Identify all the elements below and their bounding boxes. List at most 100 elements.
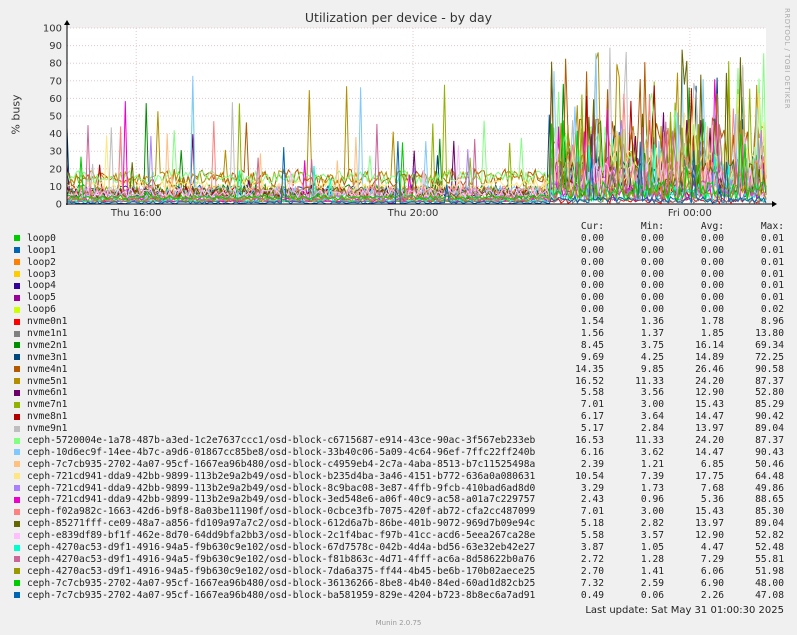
legend-avg-value: 15.43 [695, 506, 724, 518]
y-tick-label: 40 [49, 129, 62, 140]
legend-cur-value: 5.58 [580, 387, 604, 399]
legend-label: nvme1n1 [27, 328, 68, 340]
legend-rows: loop0 0.00 0.00 0.00 0.01 loop1 0.00 0.00 0.00 0.… [12, 233, 784, 602]
col-cur: Cur: [580, 221, 604, 232]
legend-item: nvme4n1 14.35 9.85 26.46 90.58 [12, 364, 784, 376]
legend-avg-value: 14.47 [695, 411, 724, 423]
legend-item: loop6 0.00 0.00 0.00 0.02 [12, 304, 784, 316]
legend-item: ceph-7c7cb935-2702-4a07-95cf-1667ea96b48… [12, 578, 784, 590]
series-line [66, 121, 767, 204]
legend-swatch [14, 425, 20, 432]
legend-swatch [14, 461, 20, 468]
legend-cur-value: 16.53 [575, 435, 604, 447]
legend-avg-value: 4.47 [700, 542, 724, 554]
legend-max-value: 8.96 [760, 316, 784, 328]
legend-label: ceph-7c7cb935-2702-4a07-95cf-1667ea96b48… [27, 589, 536, 601]
series-line [66, 141, 767, 205]
legend-swatch [14, 342, 20, 349]
legend-cur-value: 0.00 [580, 292, 604, 304]
legend-swatch [14, 378, 20, 385]
legend-item: ceph-f02a982c-1663-42d6-b9f8-8a03be11190… [12, 506, 784, 518]
legend-item: ceph-85271fff-ce09-48a7-a856-fd109a97a7c… [12, 518, 784, 530]
legend-min-value: 7.39 [640, 470, 664, 482]
legend-avg-value: 14.47 [695, 446, 724, 458]
legend-min-value: 0.00 [640, 304, 664, 316]
legend-swatch [14, 592, 20, 599]
legend-item: nvme3n1 9.69 4.25 14.89 72.25 [12, 352, 784, 364]
legend-avg-value: 15.43 [695, 399, 724, 411]
legend-cur-value: 6.16 [580, 446, 604, 458]
legend-swatch [14, 330, 20, 337]
legend-cur-value: 7.01 [580, 399, 604, 411]
legend-cur-value: 7.01 [580, 506, 604, 518]
legend-item: loop1 0.00 0.00 0.00 0.01 [12, 245, 784, 257]
legend-avg-value: 12.90 [695, 387, 724, 399]
legend-max-value: 0.01 [760, 244, 784, 256]
legend-swatch [14, 389, 20, 396]
legend-max-value: 13.80 [755, 328, 784, 340]
legend-label: nvme6n1 [27, 387, 68, 399]
legend-avg-value: 1.78 [700, 316, 724, 328]
legend-max-value: 90.58 [755, 363, 784, 375]
legend-label: nvme8n1 [27, 411, 68, 423]
legend-cur-value: 7.32 [580, 577, 604, 589]
legend-max-value: 48.00 [755, 577, 784, 589]
legend-swatch [14, 580, 20, 587]
legend-min-value: 0.00 [640, 292, 664, 304]
legend-max-value: 0.01 [760, 256, 784, 268]
y-axis-arrow [64, 20, 70, 25]
legend-min-value: 1.36 [640, 316, 664, 328]
x-axis-arrow [772, 201, 777, 207]
legend-item: nvme8n1 6.17 3.64 14.47 90.42 [12, 411, 784, 423]
y-tick-label: 50 [49, 112, 62, 123]
y-tick-labels: 0 10 20 30 40 50 60 70 80 90 100 [43, 24, 62, 211]
legend-cur-value: 5.18 [580, 518, 604, 530]
legend-min-value: 3.62 [640, 446, 664, 458]
legend-label: ceph-721cd941-dda9-42bb-9899-113b2e9a2b4… [27, 470, 536, 482]
legend-label: nvme7n1 [27, 399, 68, 411]
legend-label: ceph-4270ac53-d9f1-4916-94a5-f9b630c9e10… [27, 553, 536, 565]
legend-label: nvme9n1 [27, 423, 68, 435]
legend-min-value: 2.59 [640, 577, 664, 589]
legend-swatch [14, 544, 20, 551]
legend-cur-value: 9.69 [580, 351, 604, 363]
legend-label: loop5 [27, 292, 56, 304]
y-tick-label: 70 [49, 76, 62, 87]
legend-header: Cur: Min: Avg: Max: [12, 221, 784, 233]
y-tick-label: 100 [43, 24, 62, 35]
legend-item: nvme9n1 5.17 2.84 13.97 89.04 [12, 423, 784, 435]
legend-label: loop1 [27, 244, 56, 256]
col-min: Min: [640, 221, 664, 232]
legend-avg-value: 0.00 [700, 304, 724, 316]
legend-swatch [14, 318, 20, 325]
legend-cur-value: 2.43 [580, 494, 604, 506]
legend-max-value: 0.01 [760, 280, 784, 292]
legend-table: Cur: Min: Avg: Max: loop0 0.00 0.00 0.00 0.0… [12, 221, 784, 602]
legend-max-value: 47.08 [755, 589, 784, 601]
legend-min-value: 11.33 [635, 375, 664, 387]
legend-label: loop2 [27, 256, 56, 268]
y-tick-label: 80 [49, 59, 62, 70]
legend-item: ceph-721cd941-dda9-42bb-9899-113b2e9a2b4… [12, 494, 784, 506]
legend-avg-value: 6.85 [700, 458, 724, 470]
legend-label: ceph-10d6ec9f-14ee-4b7c-a9d6-01867cc85be… [27, 446, 536, 458]
legend-avg-value: 0.00 [700, 268, 724, 280]
legend-item: ceph-e839df89-bf1f-462e-8d70-64dd9bfa2bb… [12, 530, 784, 542]
legend-label: loop6 [27, 304, 56, 316]
col-max: Max: [760, 221, 784, 232]
legend-min-value: 3.64 [640, 411, 664, 423]
legend-max-value: 51.98 [755, 565, 784, 577]
legend-cur-value: 1.54 [580, 316, 604, 328]
legend-swatch [14, 271, 20, 278]
legend-item: nvme0n1 1.54 1.36 1.78 8.96 [12, 316, 784, 328]
legend-avg-value: 5.36 [700, 494, 724, 506]
legend-swatch [14, 259, 20, 266]
x-tick-label: Fri 00:00 [668, 208, 712, 219]
legend-cur-value: 0.00 [580, 232, 604, 244]
legend-max-value: 85.30 [755, 506, 784, 518]
legend-avg-value: 13.97 [695, 423, 724, 435]
legend-cur-value: 0.00 [580, 268, 604, 280]
col-avg: Avg: [700, 221, 724, 232]
legend-label: nvme2n1 [27, 339, 68, 351]
